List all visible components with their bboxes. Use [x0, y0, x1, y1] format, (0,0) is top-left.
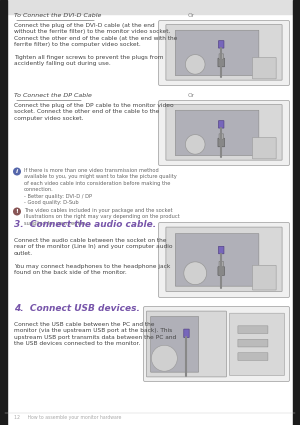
- FancyBboxPatch shape: [238, 339, 268, 347]
- Circle shape: [185, 135, 205, 154]
- Bar: [0, 0, 300, 14]
- FancyBboxPatch shape: [175, 30, 259, 76]
- FancyBboxPatch shape: [151, 317, 199, 372]
- Text: If there is more than one video transmission method
available to you, you might : If there is more than one video transmis…: [24, 168, 177, 205]
- Text: Connect the plug of the DP cable to the monitor video
socket. Connect the other : Connect the plug of the DP cable to the …: [14, 103, 174, 121]
- FancyBboxPatch shape: [218, 267, 224, 275]
- FancyBboxPatch shape: [230, 313, 284, 375]
- Text: !: !: [16, 209, 18, 214]
- FancyBboxPatch shape: [238, 326, 268, 334]
- FancyBboxPatch shape: [218, 246, 224, 254]
- Bar: [293, 0, 300, 425]
- FancyBboxPatch shape: [218, 121, 224, 128]
- FancyBboxPatch shape: [143, 306, 290, 382]
- Text: 4.  Connect USB devices.: 4. Connect USB devices.: [14, 304, 140, 313]
- Text: i: i: [16, 169, 18, 174]
- Text: To Connect the DP Cable: To Connect the DP Cable: [14, 93, 92, 98]
- FancyBboxPatch shape: [146, 311, 226, 377]
- Text: Connect the USB cable between the PC and the
monitor (via the upstream USB port : Connect the USB cable between the PC and…: [14, 322, 176, 346]
- Circle shape: [13, 167, 21, 176]
- FancyBboxPatch shape: [175, 110, 259, 156]
- FancyBboxPatch shape: [158, 100, 290, 165]
- FancyBboxPatch shape: [253, 265, 276, 290]
- FancyBboxPatch shape: [158, 20, 290, 85]
- FancyBboxPatch shape: [253, 57, 276, 79]
- Circle shape: [184, 262, 207, 285]
- FancyBboxPatch shape: [184, 329, 189, 337]
- Text: Or: Or: [188, 13, 195, 18]
- FancyBboxPatch shape: [219, 54, 224, 59]
- FancyBboxPatch shape: [219, 261, 224, 267]
- FancyBboxPatch shape: [166, 227, 282, 292]
- Text: The video cables included in your package and the socket
illustrations on the ri: The video cables included in your packag…: [24, 208, 180, 226]
- Circle shape: [152, 345, 177, 371]
- Text: 12     How to assemble your monitor hardware: 12 How to assemble your monitor hardware: [14, 415, 122, 420]
- FancyBboxPatch shape: [158, 223, 290, 298]
- FancyBboxPatch shape: [218, 58, 224, 67]
- FancyBboxPatch shape: [218, 138, 224, 147]
- Text: Connect the audio cable between the socket on the
rear of the monitor (Line In) : Connect the audio cable between the sock…: [14, 238, 172, 275]
- Bar: [0, 0, 7, 425]
- Text: Connect the plug of the DVI-D cable (at the end
without the ferrite filter) to t: Connect the plug of the DVI-D cable (at …: [14, 23, 177, 66]
- FancyBboxPatch shape: [219, 134, 224, 139]
- FancyBboxPatch shape: [166, 25, 282, 80]
- Text: 3.  Connect the audio cable.: 3. Connect the audio cable.: [14, 220, 156, 229]
- FancyBboxPatch shape: [238, 353, 268, 360]
- FancyBboxPatch shape: [175, 234, 259, 286]
- FancyBboxPatch shape: [253, 138, 276, 159]
- Text: To Connect the DVI-D Cable: To Connect the DVI-D Cable: [14, 13, 101, 18]
- Circle shape: [13, 207, 21, 215]
- FancyBboxPatch shape: [166, 105, 282, 160]
- FancyBboxPatch shape: [218, 41, 224, 48]
- Text: Or: Or: [188, 93, 195, 98]
- Circle shape: [185, 54, 205, 74]
